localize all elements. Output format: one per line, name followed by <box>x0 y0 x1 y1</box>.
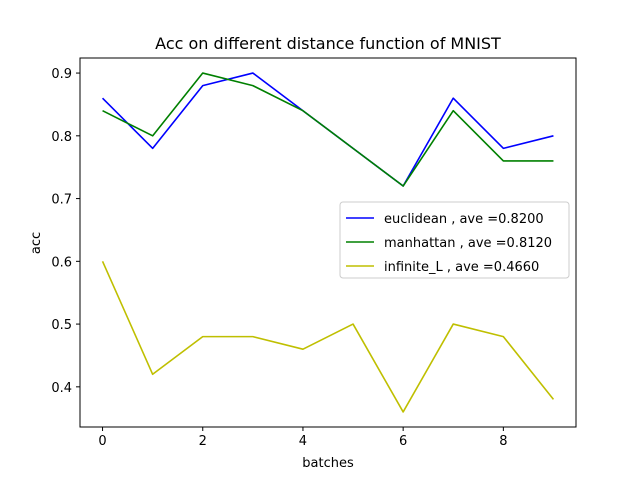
y-tick-label: 0.6 <box>51 255 72 270</box>
x-tick-label: 8 <box>499 434 507 449</box>
axis-ticks: 0 2 4 6 8 0.4 0.5 0.6 0.7 0.8 0.9 <box>51 67 507 449</box>
y-tick-label: 0.4 <box>51 381 72 396</box>
y-tick-label: 0.8 <box>51 130 72 145</box>
x-tick-label: 4 <box>299 434 307 449</box>
series-line-3 <box>101 261 555 413</box>
legend-label-1: euclidean , ave =0.8200 <box>384 212 544 227</box>
x-axis-label: batches <box>302 456 354 471</box>
legend-box <box>339 201 570 279</box>
y-tick-label: 0.9 <box>51 67 72 82</box>
x-tick-label: 6 <box>399 434 407 449</box>
y-tick-label: 0.5 <box>51 318 72 333</box>
legend: euclidean , ave =0.8200 manhattan , ave =… <box>339 201 570 279</box>
y-axis-label: acc <box>29 232 44 254</box>
series-lines <box>101 72 555 413</box>
legend-label-3: infinite_L , ave =0.4660 <box>384 260 539 275</box>
plot-frame <box>79 57 577 428</box>
x-tick-label: 0 <box>98 434 106 449</box>
y-tick-label: 0.7 <box>51 193 72 208</box>
x-tick-label: 2 <box>199 434 207 449</box>
chart-title: Acc on different distance function of MN… <box>155 34 501 53</box>
series-line-2 <box>102 72 554 187</box>
legend-label-2: manhattan , ave =0.8120 <box>384 236 552 251</box>
